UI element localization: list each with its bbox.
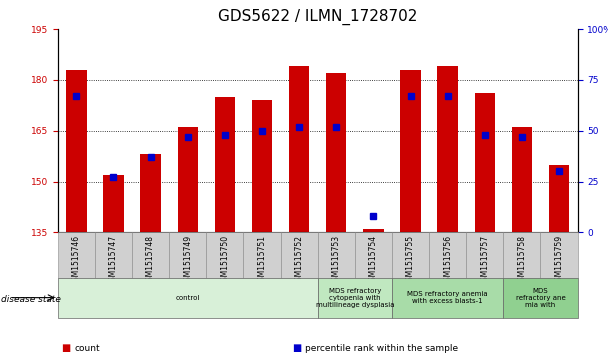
Text: GSM1515750: GSM1515750 [220, 234, 229, 286]
Bar [252, 100, 272, 232]
Text: GSM1515755: GSM1515755 [406, 234, 415, 286]
Bar [541, 232, 578, 278]
Text: GSM1515753: GSM1515753 [332, 234, 340, 286]
Text: GSM1515746: GSM1515746 [72, 234, 81, 286]
Bar [58, 232, 95, 278]
Bar [289, 66, 309, 232]
Bar [317, 232, 355, 278]
Text: GSM1515756: GSM1515756 [443, 234, 452, 286]
Text: GSM1515757: GSM1515757 [480, 234, 489, 286]
Bar [103, 175, 123, 232]
Text: GSM1515751: GSM1515751 [257, 234, 266, 286]
Text: ■: ■ [292, 343, 301, 354]
Bar [215, 97, 235, 232]
Text: GSM1515754: GSM1515754 [369, 234, 378, 286]
Bar [429, 232, 466, 278]
Bar [58, 278, 317, 318]
Text: GSM1515747: GSM1515747 [109, 234, 118, 286]
Bar [392, 278, 503, 318]
Text: GSM1515748: GSM1515748 [146, 234, 155, 286]
Bar [132, 232, 169, 278]
Text: GSM1515759: GSM1515759 [554, 234, 564, 286]
Text: control: control [176, 295, 200, 301]
Bar [475, 93, 495, 232]
Bar [243, 232, 280, 278]
Bar [466, 232, 503, 278]
Text: ■: ■ [61, 343, 70, 354]
Bar [66, 70, 86, 232]
Bar [140, 154, 161, 232]
Bar [169, 232, 206, 278]
Text: percentile rank within the sample: percentile rank within the sample [305, 344, 458, 353]
Bar [512, 127, 532, 232]
Text: MDS refractory
cytopenia with
multilineage dysplasia: MDS refractory cytopenia with multilinea… [316, 287, 394, 308]
Text: GSM1515758: GSM1515758 [517, 234, 527, 286]
Text: MDS
refractory ane
mia with: MDS refractory ane mia with [516, 287, 565, 308]
Text: GSM1515752: GSM1515752 [295, 234, 303, 286]
Bar [503, 232, 541, 278]
Text: count: count [74, 344, 100, 353]
Bar [317, 278, 392, 318]
Text: GSM1515749: GSM1515749 [183, 234, 192, 286]
Bar [437, 66, 458, 232]
Bar [355, 232, 392, 278]
Text: GDS5622 / ILMN_1728702: GDS5622 / ILMN_1728702 [218, 9, 417, 25]
Bar [392, 232, 429, 278]
Bar [400, 70, 421, 232]
Bar [363, 229, 384, 232]
Bar [503, 278, 578, 318]
Bar [549, 164, 569, 232]
Bar [206, 232, 243, 278]
Bar [326, 73, 347, 232]
Bar [280, 232, 317, 278]
Text: MDS refractory anemia
with excess blasts-1: MDS refractory anemia with excess blasts… [407, 291, 488, 304]
Text: disease state: disease state [1, 295, 61, 304]
Bar [95, 232, 132, 278]
Bar [178, 127, 198, 232]
